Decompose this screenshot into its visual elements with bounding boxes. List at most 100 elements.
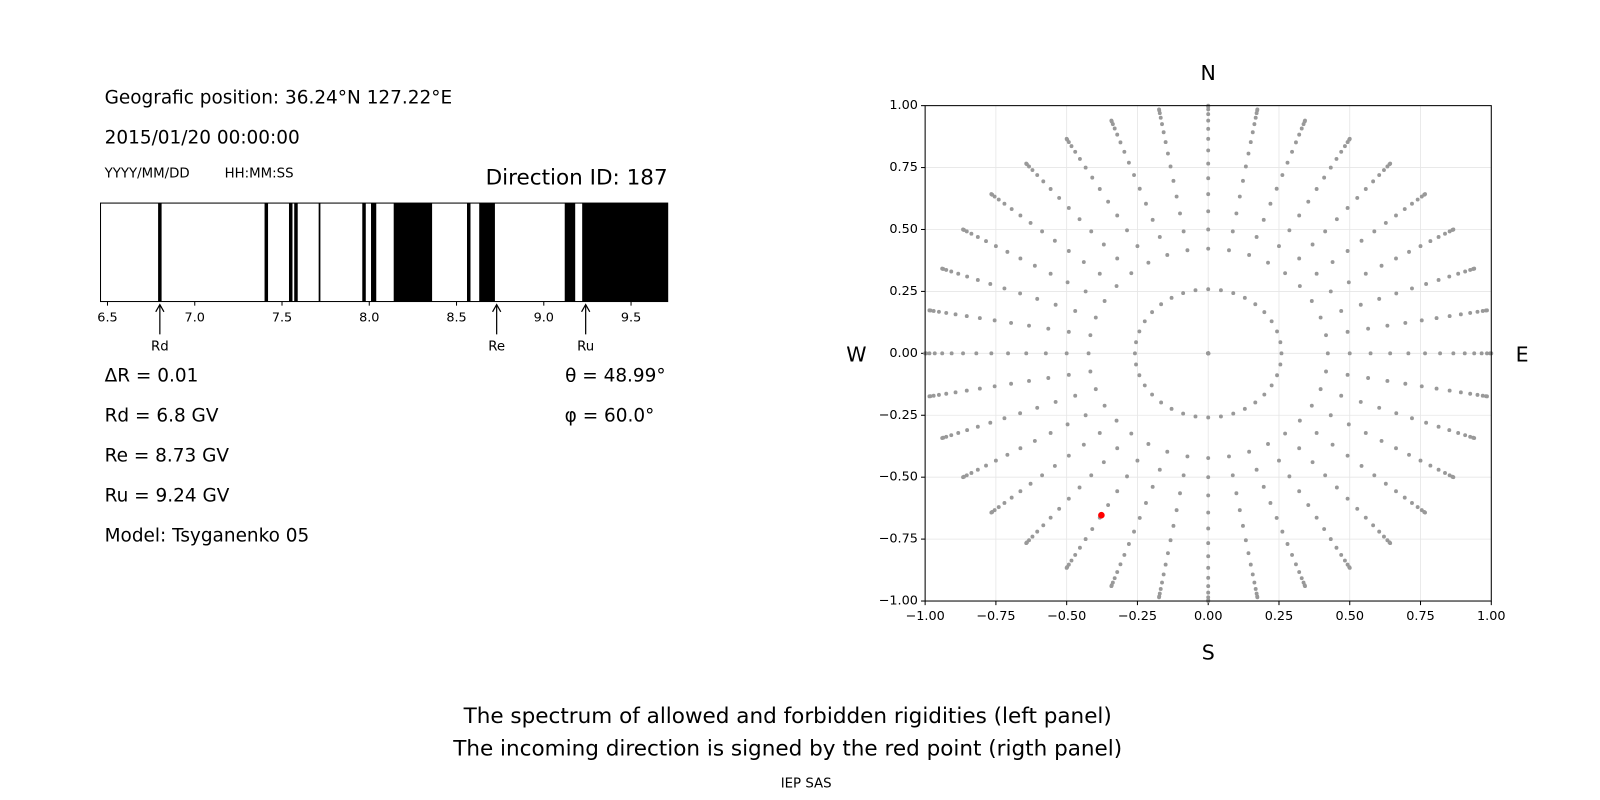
direction-point: [1206, 246, 1211, 251]
direction-point: [1323, 229, 1328, 234]
direction-point: [1368, 351, 1373, 356]
direction-point: [1181, 473, 1186, 478]
direction-point: [1206, 541, 1211, 546]
direction-point: [1093, 387, 1098, 392]
direction-point: [1415, 505, 1420, 510]
direction-point: [1388, 161, 1393, 166]
time-format: HH:MM:SS: [225, 166, 294, 181]
direction-point: [1345, 453, 1350, 458]
direction-point: [984, 463, 988, 468]
direction-point: [1018, 213, 1023, 218]
direction-point: [1418, 244, 1423, 249]
direction-point: [1112, 126, 1117, 131]
direction-point: [1339, 552, 1344, 557]
direction-point: [1005, 249, 1010, 254]
direction-point: [1325, 351, 1330, 356]
direction-point: [1303, 118, 1307, 123]
y-tick-label: 0.75: [889, 160, 918, 175]
x-tick-label: 1.00: [1477, 609, 1506, 624]
direction-point: [949, 269, 954, 274]
direction-point: [1456, 430, 1461, 435]
direction-point: [1002, 416, 1007, 421]
direction-point: [1269, 319, 1274, 324]
direction-point: [1303, 584, 1307, 589]
direction-point: [1018, 291, 1023, 296]
position: Geografic position: 36.24°N 127.22°E: [105, 87, 453, 108]
direction-point: [1363, 515, 1368, 520]
direction-point: [1463, 269, 1468, 274]
forbidden-band: [288, 203, 293, 302]
direction-point: [1472, 351, 1477, 356]
direction-point: [1157, 107, 1161, 112]
direction-point: [1206, 456, 1211, 460]
direction-point: [1345, 329, 1350, 334]
direction-point: [1382, 168, 1386, 173]
direction-point: [1206, 112, 1211, 117]
direction-point: [1066, 206, 1071, 210]
direction-point: [956, 271, 961, 276]
direction-point: [1328, 413, 1333, 418]
direction-point: [1480, 309, 1485, 313]
direction-point: [1165, 551, 1170, 556]
direction-point: [1328, 537, 1333, 542]
direction-point: [1230, 229, 1235, 234]
direction-point: [1334, 217, 1339, 222]
direction-point: [1043, 351, 1048, 356]
direction-point: [1009, 207, 1014, 211]
direction-point: [956, 430, 961, 435]
direction-point: [1089, 473, 1094, 478]
direction-point: [1064, 351, 1069, 356]
y-tick-label: −0.50: [879, 470, 918, 485]
direction-point: [1339, 393, 1344, 398]
direction-point: [1115, 570, 1120, 574]
re: Re = 8.73 GV: [105, 445, 230, 466]
direction-point: [1161, 572, 1166, 577]
direction-point: [1248, 140, 1253, 145]
direction-point: [1434, 386, 1439, 391]
direction-point: [1168, 538, 1173, 543]
x-tick-label: 6.5: [97, 310, 117, 325]
direction-point: [1005, 452, 1010, 457]
direction-point: [993, 244, 998, 249]
direction-point: [1165, 151, 1170, 156]
direction-point: [1423, 192, 1428, 197]
direction-point: [1035, 405, 1040, 410]
direction-point: [1171, 178, 1176, 183]
direction-point: [1115, 489, 1120, 494]
direction-point: [1150, 217, 1155, 222]
direction-point: [1132, 173, 1136, 177]
direction-point: [1328, 289, 1333, 294]
direction-point: [1032, 438, 1037, 443]
y-tick-label: 1.00: [889, 98, 918, 113]
marker-label: Re: [488, 340, 505, 355]
direction-point: [1278, 362, 1283, 367]
direction-point: [1394, 489, 1398, 494]
direction-point: [1262, 310, 1267, 315]
direction-point: [1410, 500, 1414, 505]
direction-point: [988, 281, 993, 286]
direction-point: [1283, 271, 1288, 276]
direction-point: [1309, 299, 1314, 303]
direction-point: [1129, 431, 1134, 436]
direction-point: [993, 458, 998, 463]
direction-point: [1447, 428, 1452, 433]
direction-point: [1314, 430, 1319, 435]
marker-label: Rd: [151, 340, 169, 355]
direction-point: [1066, 496, 1071, 501]
direction-point: [931, 309, 936, 313]
direction-point: [1077, 156, 1082, 161]
direction-point: [1064, 136, 1069, 141]
spectrum-border: [100, 202, 669, 303]
direction-point: [1247, 449, 1252, 454]
x-tick-label: 9.0: [534, 310, 554, 325]
direction-point: [965, 274, 970, 279]
direction-point: [944, 310, 949, 315]
direction-point: [1241, 523, 1245, 528]
direction-point: [1027, 379, 1031, 383]
direction-point: [1358, 399, 1363, 404]
direction-point: [1339, 149, 1344, 154]
direction-point: [1268, 201, 1273, 206]
direction-point: [1206, 126, 1211, 131]
direction-point: [1135, 244, 1140, 249]
direction-point: [1073, 552, 1078, 557]
